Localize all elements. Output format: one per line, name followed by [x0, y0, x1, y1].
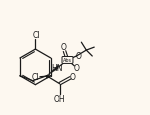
- Text: Abs: Abs: [63, 58, 72, 63]
- Text: O: O: [74, 63, 80, 72]
- Text: OH: OH: [54, 94, 65, 103]
- Text: O: O: [70, 72, 76, 81]
- Text: Cl: Cl: [33, 31, 40, 40]
- Text: O: O: [75, 51, 81, 60]
- Text: Cl: Cl: [31, 73, 39, 82]
- Polygon shape: [47, 66, 58, 76]
- Text: HN: HN: [51, 64, 62, 73]
- Text: O: O: [61, 43, 66, 52]
